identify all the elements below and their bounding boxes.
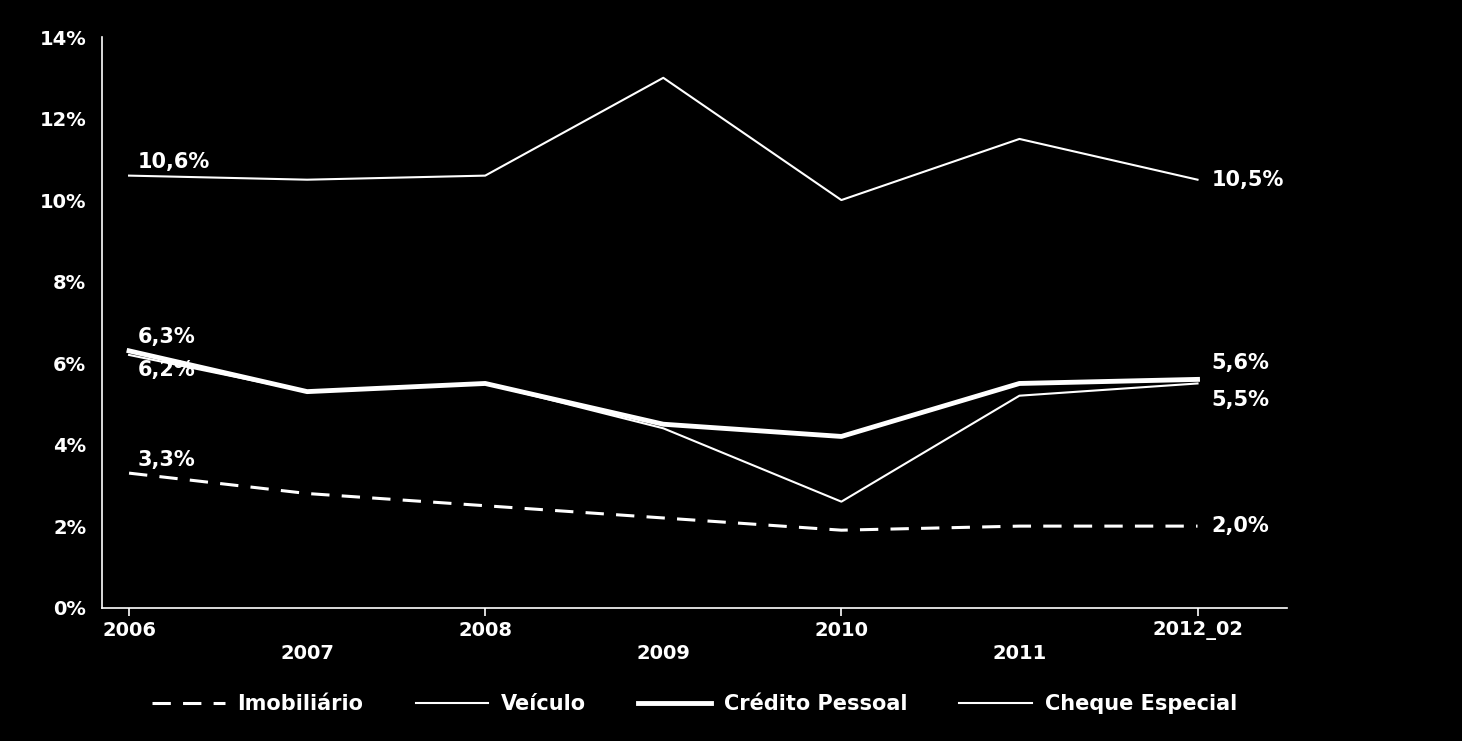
Text: 6,3%: 6,3% — [137, 327, 196, 347]
Text: 10,6%: 10,6% — [137, 153, 211, 173]
Text: 10,5%: 10,5% — [1212, 170, 1284, 190]
Text: 2011: 2011 — [993, 645, 1047, 663]
Text: 5,6%: 5,6% — [1212, 353, 1269, 373]
Text: 2,0%: 2,0% — [1212, 516, 1269, 536]
Text: 2009: 2009 — [636, 645, 690, 663]
Text: 6,2%: 6,2% — [137, 360, 196, 380]
Text: 5,5%: 5,5% — [1212, 390, 1270, 410]
Text: 2007: 2007 — [281, 645, 335, 663]
Text: 3,3%: 3,3% — [137, 450, 196, 470]
Legend: Imobiliário, Veículo, Crédito Pessoal, Cheque Especial: Imobiliário, Veículo, Crédito Pessoal, C… — [143, 686, 1246, 722]
